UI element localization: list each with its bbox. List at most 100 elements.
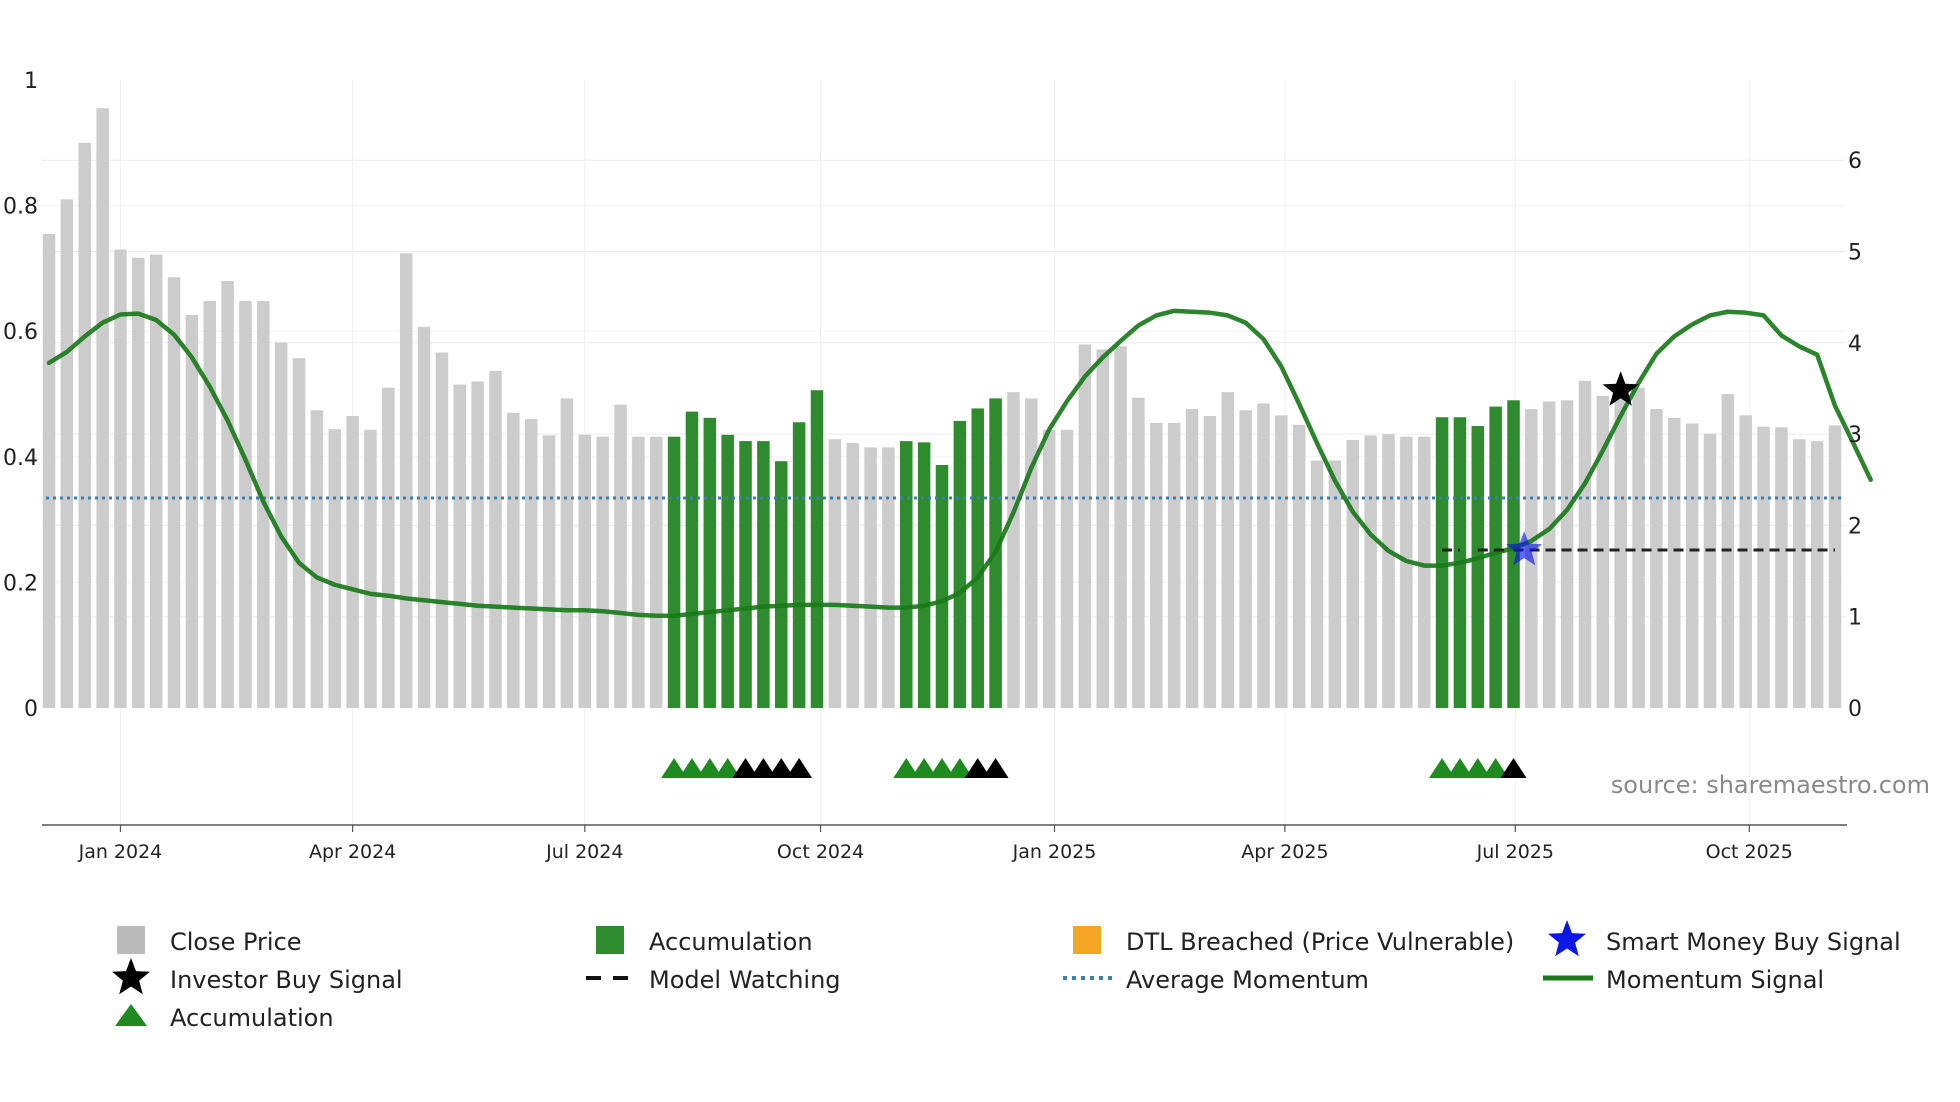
close-price-bar <box>882 447 895 708</box>
close-price-bar <box>1150 422 1163 708</box>
close-price-bar <box>60 199 74 708</box>
x-tick-label: Apr 2024 <box>309 841 396 863</box>
close-price-bar <box>96 108 109 708</box>
investor-buy-star <box>1602 371 1639 406</box>
right-tick-label: 1 <box>1848 606 1862 631</box>
accumulation-triangle <box>1482 758 1509 778</box>
source-label[interactable]: source: sharemaestro.com <box>1611 771 1930 799</box>
accumulation-triangle <box>1446 758 1473 778</box>
accumulation-bar <box>685 411 699 708</box>
close-price-bar <box>399 253 413 708</box>
close-price-bar <box>1775 427 1788 708</box>
legend-label: Model Watching <box>649 966 841 994</box>
x-axis-ticks: Jan 2024 Apr 2024 Jul 2024 Oct 2024 Jan 2025… <box>78 825 1793 863</box>
close-price-bar <box>632 436 645 708</box>
legend-symbol-green-triangle <box>115 1004 147 1026</box>
x-tick-label: Jan 2025 <box>1012 841 1097 863</box>
close-price-bar <box>1239 410 1252 708</box>
close-price-bar <box>382 387 395 708</box>
accumulation-triangle <box>1464 758 1491 778</box>
close-price-bar <box>1703 433 1717 708</box>
accumulation-bar <box>1471 426 1485 708</box>
smart-money-buy-star <box>1506 531 1543 566</box>
close-price-bar <box>1757 426 1770 708</box>
left-tick-label: 1 <box>24 69 38 94</box>
investor-triangle <box>1500 758 1527 778</box>
x-tick-label: Oct 2025 <box>1706 841 1793 863</box>
close-price-bar <box>1614 388 1627 708</box>
accumulation-triangle <box>678 758 705 778</box>
close-price-bar <box>1560 400 1574 708</box>
accumulation-bar <box>953 421 967 708</box>
left-tick-label: 0.4 <box>3 446 38 471</box>
accumulation-triangle <box>911 758 938 778</box>
close-price-bar <box>1328 460 1342 708</box>
accumulation-triangle <box>929 758 955 778</box>
close-price-bar <box>1132 397 1145 708</box>
legend-symbol-gray-square <box>117 926 145 954</box>
close-price-bars <box>42 108 1842 709</box>
legend-label: Smart Money Buy Signal <box>1606 928 1901 956</box>
close-price-bar <box>221 280 234 708</box>
close-price-bar <box>1828 425 1842 708</box>
accumulation-bar <box>775 461 788 708</box>
legend-symbol-orange-square <box>1073 926 1101 954</box>
close-price-bar <box>1221 392 1235 708</box>
close-price-bar <box>1310 460 1324 708</box>
accumulation-bar <box>1435 417 1449 708</box>
close-price-bar <box>649 436 663 708</box>
close-price-bar <box>292 358 306 708</box>
legend-label: Momentum Signal <box>1606 966 1824 994</box>
legend-symbol-blue-star <box>1548 920 1586 957</box>
close-price-bar <box>417 326 431 708</box>
close-price-bar <box>524 419 538 708</box>
accumulation-bar <box>721 434 734 708</box>
close-price-bar <box>578 434 592 708</box>
close-price-bar <box>1167 422 1181 708</box>
close-price-bar <box>346 415 359 708</box>
close-price-bar <box>328 429 342 708</box>
close-price-bar <box>1114 346 1127 708</box>
legend: Close Price Accumulation DTL Breached (Pri… <box>112 920 1901 1032</box>
close-price-bar <box>453 384 467 708</box>
close-price-bar <box>1650 409 1663 708</box>
close-price-bar <box>614 404 627 708</box>
close-price-bar <box>1257 403 1270 708</box>
buy-signal-markers <box>1506 371 1639 566</box>
right-axis-ticks: 0 1 2 3 4 5 6 <box>1848 149 1862 722</box>
accumulation-bar <box>917 442 931 708</box>
close-price-bar <box>435 352 449 708</box>
close-price-bar <box>1096 349 1109 708</box>
right-tick-label: 6 <box>1848 149 1862 174</box>
close-price-bar <box>1042 429 1056 708</box>
close-price-bar <box>1542 401 1556 708</box>
close-price-bar <box>1185 409 1199 708</box>
close-price-bar <box>1060 429 1074 708</box>
investor-triangle <box>732 758 759 778</box>
legend-symbol-black-star <box>112 958 150 995</box>
close-price-bar <box>828 439 842 708</box>
close-price-bar <box>1739 415 1752 708</box>
close-price-bar <box>1203 415 1217 708</box>
left-tick-label: 0 <box>24 697 38 722</box>
close-price-bar <box>1793 439 1806 708</box>
legend-label: DTL Breached (Price Vulnerable) <box>1126 928 1514 956</box>
close-price-bar <box>114 249 127 708</box>
accumulation-bar <box>757 441 770 708</box>
accumulation-bar <box>971 408 984 708</box>
close-price-bar <box>1400 436 1413 708</box>
left-tick-label: 0.6 <box>3 320 38 345</box>
investor-triangle <box>768 758 795 778</box>
legend-label: Average Momentum <box>1126 966 1369 994</box>
accumulation-bar <box>667 436 681 708</box>
close-price-bar <box>846 442 859 708</box>
x-tick-label: Jul 2024 <box>545 841 623 863</box>
right-tick-label: 3 <box>1848 423 1862 448</box>
right-tick-label: 4 <box>1848 332 1862 357</box>
close-price-bar <box>239 301 252 708</box>
investor-triangle <box>964 758 991 778</box>
close-price-bar <box>1275 415 1288 708</box>
close-price-bar <box>507 412 520 708</box>
accumulation-bar <box>703 417 717 708</box>
